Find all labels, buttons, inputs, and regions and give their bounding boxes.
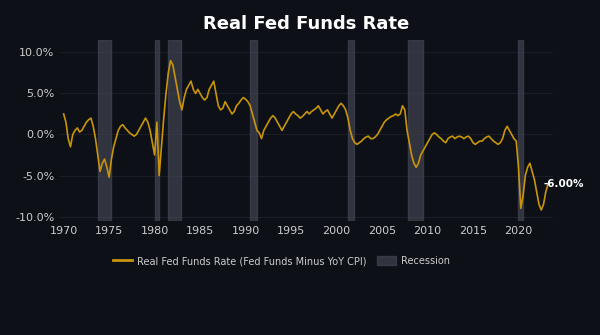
Bar <box>348 40 354 221</box>
Bar <box>409 40 423 221</box>
Bar <box>250 40 257 221</box>
Bar <box>155 40 159 221</box>
Legend: Real Fed Funds Rate (Fed Funds Minus YoY CPI), Recession: Real Fed Funds Rate (Fed Funds Minus YoY… <box>109 252 454 270</box>
Text: -6.00%: -6.00% <box>544 179 584 189</box>
Bar <box>98 40 112 221</box>
Bar <box>168 40 181 221</box>
Bar <box>518 40 523 221</box>
Title: Real Fed Funds Rate: Real Fed Funds Rate <box>203 15 409 33</box>
